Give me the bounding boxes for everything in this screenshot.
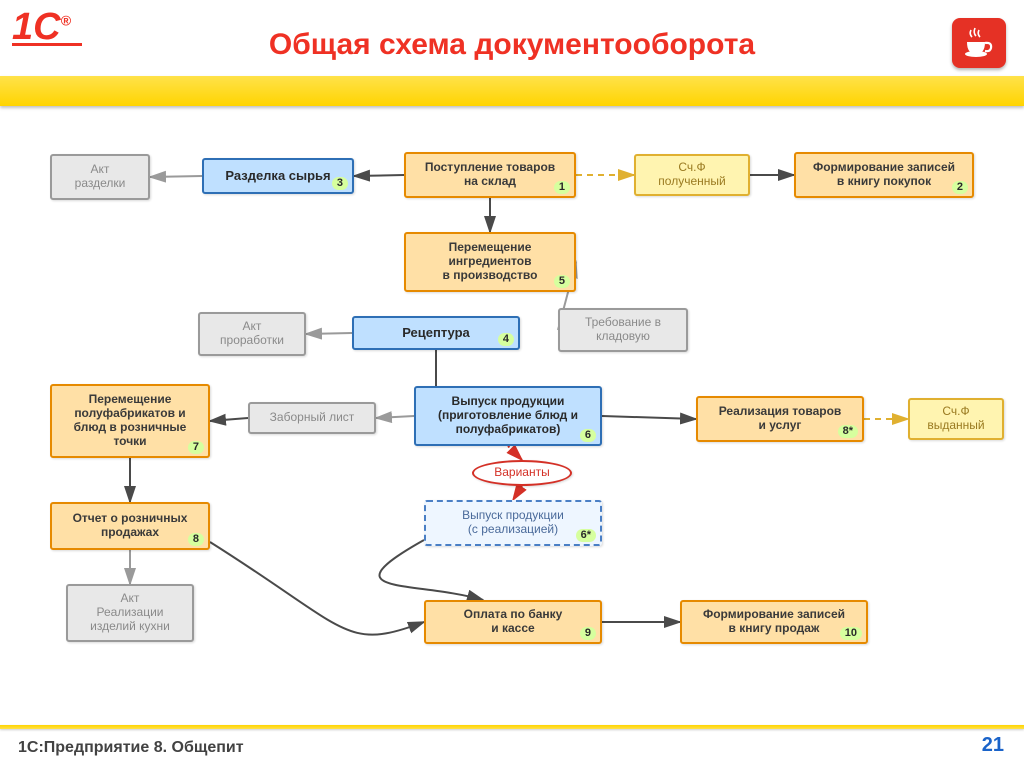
node-kniga_pokupok: Формирование записей в книгу покупок2 [794,152,974,198]
node-trebovanie: Требование в кладовую [558,308,688,352]
node-label: Перемещение полуфабрикатов и блюд в розн… [74,393,187,448]
node-number-badge: 4 [498,333,514,346]
node-zaborny: Заборный лист [248,402,376,434]
diagram-canvas: Акт разделки Разделка сырья3 Поступление т… [0,106,1024,716]
node-akt_real: Акт Реализации изделий кухни [66,584,194,642]
edge-vypusk-varianty [508,446,522,460]
edge-varianty-vypusk_real [513,486,522,500]
node-number-badge: 6* [576,529,596,542]
edge-razdelka-akt_razdelki [150,176,202,177]
node-number-badge: 8 [188,533,204,546]
node-perem_poluf: Перемещение полуфабрикатов и блюд в розн… [50,384,210,458]
header: 1C® Общая схема документооборота [0,0,1024,76]
node-label: Формирование записей в книгу продаж [703,608,845,636]
node-label: Заборный лист [270,411,355,425]
edge-postuplenie-razdelka [354,175,404,176]
node-label: Сч.Ф выданный [927,405,984,433]
edge-vypusk-realizacia [602,416,696,419]
node-label: Выпуск продукции (приготовление блюд и п… [438,395,578,436]
node-kniga_prodazh: Формирование записей в книгу продаж10 [680,600,868,644]
slide: 1C® Общая схема документооборота [0,0,1024,767]
footer-product-name: 1С:Предприятие 8. Общепит [18,739,244,757]
node-label: Разделка сырья [225,169,330,184]
node-number-badge: 2 [952,181,968,194]
node-realizacia: Реализация товаров и услуг8* [696,396,864,442]
node-number-badge: 10 [840,627,862,640]
node-postuplenie: Поступление товаров на склад1 [404,152,576,198]
node-label: Поступление товаров на склад [425,161,555,189]
coffee-cup-icon [952,18,1006,68]
node-label: Рецептура [402,326,470,341]
page-number: 21 [982,734,1004,757]
node-label: Отчет о розничных продажах [73,512,188,540]
node-number-badge: 8* [838,425,858,438]
node-number-badge: 5 [554,275,570,288]
edge-receptura-akt_prorab [306,333,352,334]
node-peremesh_ingr: Перемещение ингредиентов в производство 5 [404,232,576,292]
node-label: Выпуск продукции (с реализацией) [462,509,564,537]
edge-vypusk-zaborny [376,416,414,418]
node-label: Перемещение ингредиентов в производство [443,241,538,282]
node-varianty: Варианты [472,460,572,486]
header-band [0,76,1024,106]
node-vypusk_real: Выпуск продукции (с реализацией) 6* [424,500,602,546]
node-label: Акт Реализации изделий кухни [90,592,170,633]
edge-vypusk_real-oplata [379,540,483,600]
node-label: Варианты [494,466,549,480]
node-razdelka: Разделка сырья3 [202,158,354,194]
node-label: Формирование записей в книгу покупок [813,161,955,189]
node-vypusk: Выпуск продукции (приготовление блюд и п… [414,386,602,446]
node-number-badge: 9 [580,627,596,640]
node-label: Требование в кладовую [585,316,661,344]
node-number-badge: 3 [332,177,348,190]
node-number-badge: 6 [580,429,596,442]
node-otchet: Отчет о розничных продажах8 [50,502,210,550]
edge-otchet-oplata [210,542,424,635]
node-akt_prorab: Акт проработки [198,312,306,356]
node-label: Акт проработки [220,320,284,348]
footer-band [0,725,1024,729]
edge-zaborny-perem_poluf [210,418,248,421]
node-number-badge: 7 [188,441,204,454]
node-schf_vyd: Сч.Ф выданный [908,398,1004,440]
node-oplata: Оплата по банку и кассе 9 [424,600,602,644]
node-schf_poluch: Сч.Ф полученный [634,154,750,196]
node-label: Акт разделки [75,163,126,191]
node-receptura: Рецептура 4 [352,316,520,350]
node-label: Сч.Ф полученный [658,161,725,189]
node-number-badge: 1 [554,181,570,194]
node-label: Оплата по банку и кассе [464,608,563,636]
page-title: Общая схема документооборота [0,28,1024,62]
node-label: Реализация товаров и услуг [719,405,842,433]
node-akt_razdelki: Акт разделки [50,154,150,200]
